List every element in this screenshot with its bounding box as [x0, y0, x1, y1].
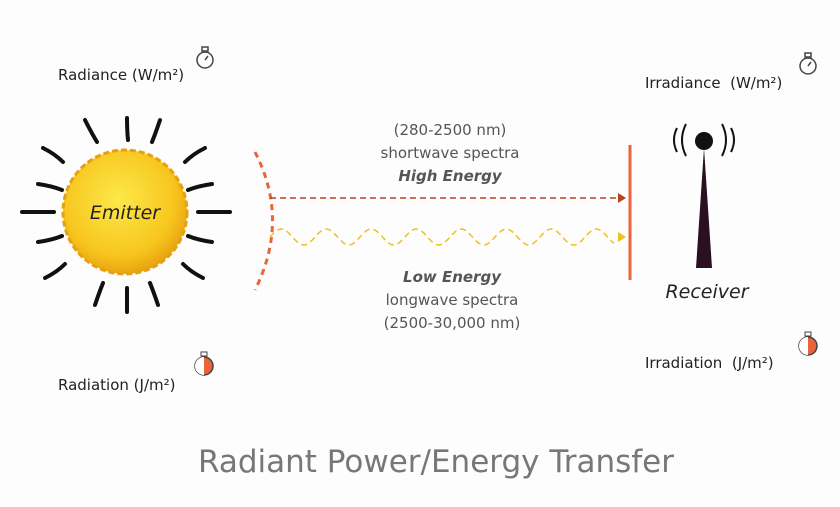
stopwatch-icon: [799, 52, 817, 75]
longwave-arrow: [269, 228, 615, 246]
sun-rays: [20, 116, 232, 314]
longwave-energy: Low Energy: [403, 268, 502, 286]
arrow-head: [618, 193, 626, 203]
emitter-sun: [61, 148, 189, 276]
stopwatch-icon: [798, 331, 818, 356]
emitting-surface: [253, 151, 274, 291]
irradiance-label: Irradiance (W/m²): [645, 74, 782, 92]
signal-arcs: [673, 123, 735, 157]
title: Radiant Power/Energy Transfer: [198, 444, 674, 480]
shortwave-name: shortwave spectra: [381, 144, 520, 162]
longwave-name: longwave spectra: [386, 291, 519, 309]
radiance-label: Radiance (W/m²): [58, 66, 184, 84]
emitter-label: Emitter: [90, 202, 161, 224]
receiver-label: Receiver: [665, 281, 749, 303]
radiation-label: Radiation (J/m²): [58, 376, 175, 394]
receiver-head: [695, 132, 713, 150]
shortwave-energy: High Energy: [398, 167, 503, 185]
shortwave-range: (280-2500 nm): [394, 121, 507, 139]
stopwatch-icon: [194, 351, 214, 376]
receiver-tower: [696, 148, 712, 268]
stopwatch-icon: [196, 46, 214, 69]
arrow-head: [618, 232, 626, 242]
longwave-range: (2500-30,000 nm): [384, 314, 521, 332]
irradiation-label: Irradiation (J/m²): [645, 354, 774, 372]
